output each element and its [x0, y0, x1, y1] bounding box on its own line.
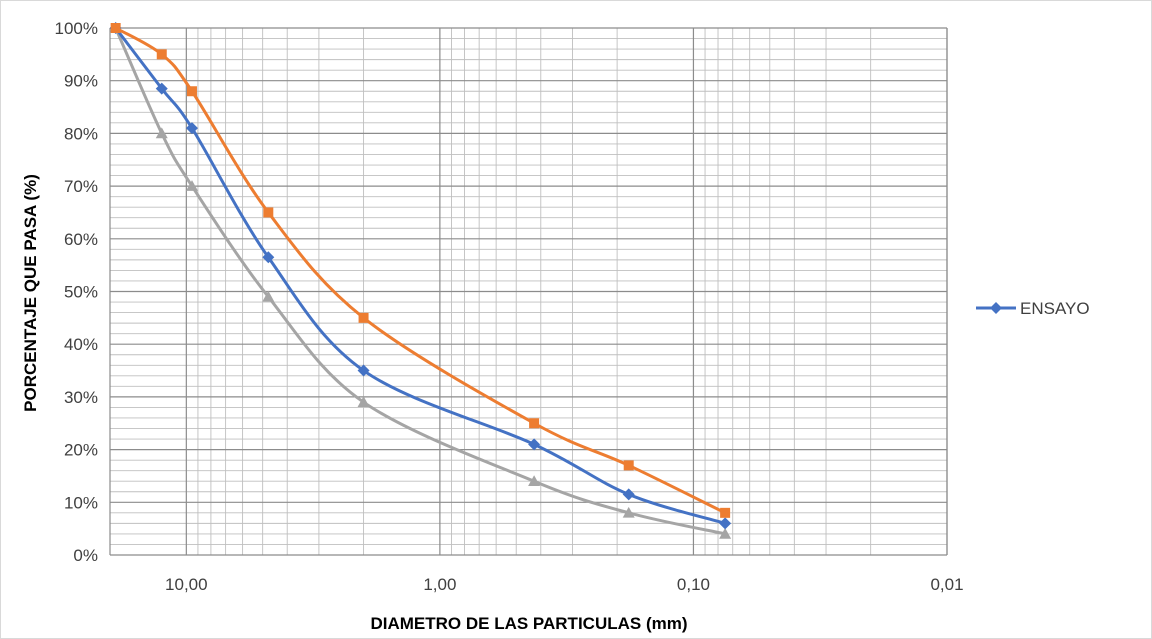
y-tick-label: 0% [73, 546, 98, 565]
series-1 [110, 23, 731, 518]
data-point-0 [357, 364, 370, 377]
series-2 [109, 22, 732, 539]
series-line-1 [114, 26, 726, 515]
legend-label-ensayo: ENSAYO [1020, 299, 1090, 318]
series-line-0 [114, 27, 726, 525]
y-tick-label: 70% [64, 177, 98, 196]
data-point-0 [719, 517, 732, 530]
x-tick-label: 0,01 [930, 575, 963, 594]
y-tick-label: 40% [64, 335, 98, 354]
y-tick-label: 50% [64, 283, 98, 302]
data-point-1 [186, 86, 197, 97]
x-tick-label: 0,10 [677, 575, 710, 594]
data-point-2 [357, 396, 370, 407]
data-point-2 [262, 290, 275, 302]
data-point-0 [528, 438, 541, 451]
data-point-1 [110, 23, 121, 33]
data-point-1 [358, 312, 369, 323]
y-tick-label: 20% [64, 441, 98, 460]
y-tick-label: 90% [64, 72, 98, 91]
series-0 [109, 22, 732, 530]
y-tick-label: 10% [64, 493, 98, 512]
major-gridlines [109, 27, 948, 556]
y-tick-label: 80% [64, 124, 98, 143]
data-point-2 [185, 180, 198, 191]
data-point-2 [719, 527, 732, 539]
x-tick-label: 10,00 [165, 575, 208, 594]
data-point-0 [185, 122, 198, 135]
data-point-1 [156, 49, 167, 60]
x-tick-label: 1,00 [423, 575, 456, 594]
x-axis-title: DIAMETRO DE LAS PARTICULAS (mm) [370, 614, 687, 633]
y-axis-title: PORCENTAJE QUE PASA (%) [21, 174, 40, 412]
data-point-1 [263, 207, 274, 218]
data-point-0 [622, 488, 635, 501]
data-point-0 [155, 82, 168, 95]
data-point-2 [622, 506, 635, 518]
data-point-1 [623, 460, 634, 471]
legend: ENSAYO [976, 299, 1090, 318]
y-tick-label: 100% [55, 19, 98, 38]
y-tick-label: 30% [64, 388, 98, 407]
series-line-2 [114, 27, 726, 536]
data-point-2 [528, 475, 541, 487]
data-point-2 [155, 127, 168, 139]
y-tick-label: 60% [64, 230, 98, 249]
data-point-1 [529, 418, 540, 429]
data-point-1 [720, 507, 731, 518]
series-layer [109, 22, 732, 539]
tick-labels: 0% 10% 20% 30% 40% 50% 60% 70% 80% 90% 100% 10,00 1,… [55, 19, 964, 594]
legend-marker-ensayo [990, 302, 1002, 314]
data-point-0 [262, 251, 275, 264]
